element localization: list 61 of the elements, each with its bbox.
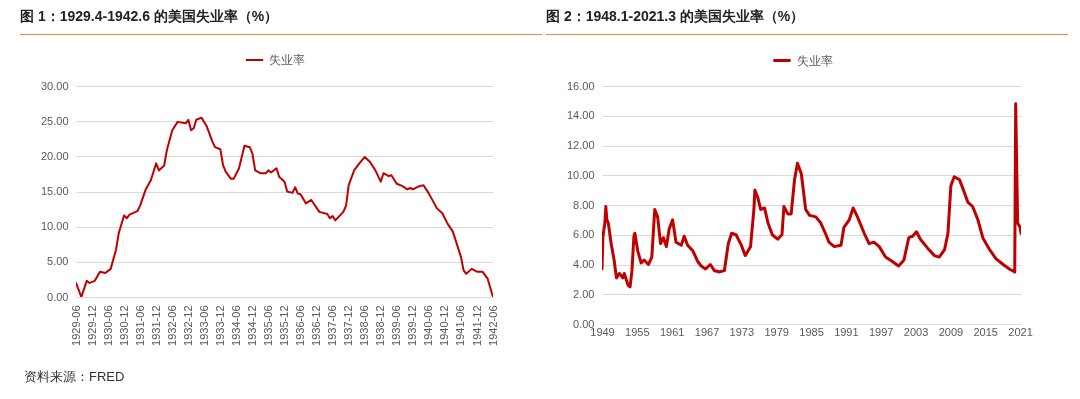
y-tick-label: 14.00: [566, 109, 595, 122]
y-tick-label: 2.00: [573, 287, 595, 300]
y-tick-label: 16.00: [566, 79, 595, 92]
y-tick-label: 0.00: [47, 290, 69, 303]
x-tick-label: 1939-12: [406, 305, 419, 346]
y-tick-label: 5.00: [47, 255, 69, 268]
x-tick-label: 2009: [938, 325, 964, 338]
y-tick-label: 15.00: [40, 185, 69, 197]
x-tick-label: 1933-06: [197, 305, 210, 346]
line-series: [76, 116, 493, 297]
x-tick-label: 1991: [834, 325, 859, 338]
x-tick-label: 1955: [625, 325, 650, 338]
x-tick-label: 1938-12: [374, 305, 387, 346]
y-tick-label: 8.00: [573, 198, 595, 211]
line-series: [602, 102, 1021, 289]
x-tick-label: 1967: [694, 325, 720, 338]
x-tick-label: 1938-06: [358, 305, 371, 346]
x-tick-label: 1941-06: [454, 305, 467, 346]
x-tick-label: 1931-12: [149, 305, 162, 346]
y-tick-label: 6.00: [573, 228, 595, 241]
x-tick-label: 1936-12: [310, 305, 323, 346]
x-tick-label: 1961: [659, 325, 685, 338]
x-tick-label: 1931-06: [133, 305, 146, 346]
x-tick-label: 1935-06: [261, 305, 274, 346]
legend-label: 失业率: [268, 53, 305, 67]
y-tick-label: 30.00: [40, 79, 69, 92]
x-tick-label: 1935-12: [278, 305, 290, 346]
y-tick-label: 25.00: [40, 114, 69, 127]
x-tick-label: 1973: [729, 325, 755, 338]
x-tick-label: 2003: [903, 325, 929, 338]
x-tick-label: 1929-06: [69, 305, 82, 346]
y-tick-label: 10.00: [566, 168, 595, 181]
x-tick-label: 1979: [764, 325, 789, 338]
x-tick-label: 1932-06: [165, 305, 178, 346]
x-tick-label: 1997: [868, 325, 894, 338]
y-tick-label: 20.00: [40, 149, 69, 162]
x-tick-label: 1934-06: [229, 305, 242, 346]
x-tick-label: 2021: [1008, 325, 1033, 338]
x-tick-label: 1930-12: [117, 305, 130, 346]
y-tick-label: 12.00: [566, 139, 595, 151]
y-tick-label: 4.00: [573, 258, 595, 270]
chart-title: 图 1：1929.4-1942.6 的美国失业率（%）: [20, 8, 542, 35]
chart-title: 图 2：1948.1-2021.3 的美国失业率（%）: [546, 8, 1068, 35]
legend-label: 失业率: [796, 53, 833, 68]
x-tick-label: 1932-12: [181, 305, 194, 346]
x-tick-label: 1929-12: [85, 305, 98, 346]
x-tick-label: 1930-06: [101, 305, 114, 346]
x-tick-label: 1985: [799, 325, 824, 338]
x-tick-label: 2015: [973, 325, 998, 338]
x-tick-label: 1937-06: [326, 305, 339, 346]
x-tick-label: 1936-06: [294, 305, 307, 346]
x-tick-label: 1940-12: [438, 305, 451, 346]
x-tick-label: 1942-06: [486, 305, 499, 346]
y-tick-label: 10.00: [40, 220, 69, 233]
x-tick-label: 1939-06: [390, 305, 403, 346]
x-tick-label: 1934-12: [245, 305, 258, 346]
x-tick-label: 1940-06: [422, 305, 435, 346]
x-tick-label: 1933-12: [213, 305, 226, 346]
text: 资料来源：FRED: [24, 368, 125, 386]
x-tick-label: 1937-12: [342, 305, 355, 346]
x-tick-label: 1941-12: [470, 305, 483, 346]
